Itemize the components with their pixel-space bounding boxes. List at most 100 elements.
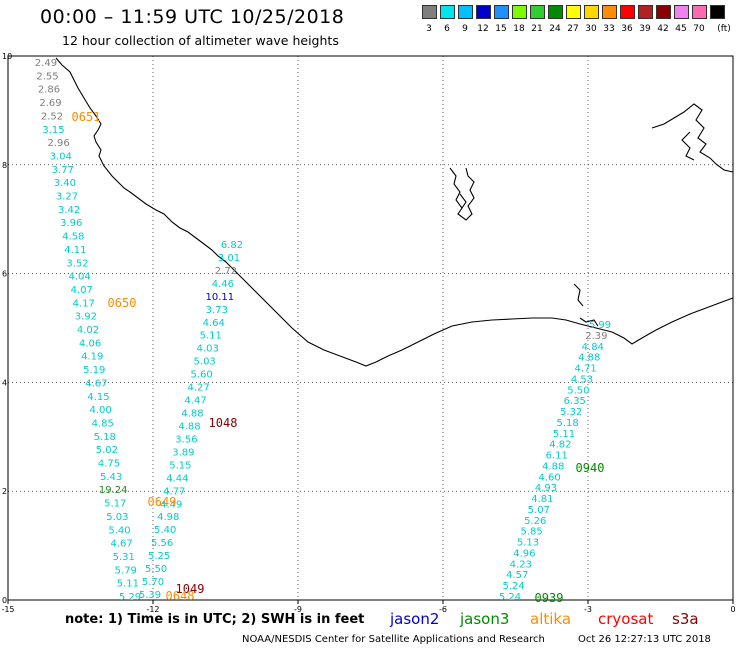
legend-swatch (530, 5, 545, 19)
wave-height-label: 19.24 (99, 485, 128, 496)
wave-height-label: 4.46 (212, 279, 234, 290)
wave-height-label: 2.69 (39, 98, 61, 109)
wave-height-label: 4.04 (68, 272, 90, 283)
wave-height-label: 6.82 (221, 240, 243, 251)
wave-height-label: 5.11 (553, 429, 575, 440)
satellite-legend-item: altika (530, 610, 572, 628)
generated-timestamp: Oct 26 12:27:13 UTC 2018 (578, 634, 711, 645)
pass-time-label: 1049 (176, 582, 205, 596)
lake-volta-inner (459, 193, 467, 209)
legend-label: 70 (693, 24, 705, 34)
wave-height-label: 5.02 (96, 445, 118, 456)
wave-height-label: 3.77 (52, 165, 74, 176)
legend-swatch (710, 5, 725, 19)
wave-height-label: 5.18 (94, 432, 116, 443)
y-tick-label: 4 (2, 378, 7, 387)
y-tick-label: 6 (2, 270, 7, 279)
legend-label: 21 (531, 24, 543, 34)
legend-label: 12 (477, 24, 489, 34)
legend-label: 6 (444, 24, 450, 34)
wave-height-label: 3.04 (50, 151, 72, 162)
wave-height-label: 4.11 (64, 245, 86, 256)
wave-height-label: 4.77 (163, 486, 185, 497)
wave-height-label: 4.00 (89, 405, 111, 416)
legend-swatch (638, 5, 653, 19)
legend-swatch (494, 5, 509, 19)
wave-height-label: 3.92 (75, 312, 97, 323)
x-tick-label: -12 (146, 605, 159, 614)
legend-label: 33 (603, 24, 615, 34)
legend-swatch (512, 5, 527, 19)
wave-height-label: 5.31 (113, 552, 135, 563)
wave-height-label: 4.67 (85, 378, 107, 389)
x-tick-label: 0 (730, 605, 735, 614)
wave-height-label: 3.52 (66, 258, 88, 269)
wave-height-label: 4.27 (187, 383, 209, 394)
legend-label: 18 (513, 24, 525, 34)
pass-time-label: 0651 (72, 110, 101, 124)
wave-height-label: 2.39 (585, 331, 607, 342)
wave-height-label: 4.47 (184, 396, 206, 407)
pass-time-label: 0648 (166, 589, 195, 603)
legend-label: 39 (639, 24, 651, 34)
wave-height-label: 5.26 (524, 516, 546, 527)
legend-label: 42 (657, 24, 669, 34)
wave-height-label: 4.88 (578, 353, 600, 364)
wave-height-label: 5.03 (194, 357, 216, 368)
wave-height-label: 4.71 (574, 364, 596, 375)
wave-height-label: 5.60 (190, 370, 212, 381)
wave-height-label: 5.29 (119, 592, 141, 603)
coastline (55, 57, 734, 367)
wave-height-label: 4.57 (506, 570, 528, 581)
credit-text: NOAA/NESDIS Center for Satellite Applica… (242, 634, 545, 645)
satellite-legend-item: s3a (672, 610, 699, 628)
satellite-legend-item: cryosat (598, 610, 654, 628)
wave-height-label: 5.25 (148, 551, 170, 562)
legend-swatch (620, 5, 635, 19)
wave-height-label: 4.17 (73, 298, 95, 309)
x-tick-label: -15 (1, 605, 14, 614)
pass-time-label: 0649 (148, 495, 177, 509)
pass-time-label: 0650 (108, 296, 137, 310)
map-title: 00:00 – 11:59 UTC 10/25/2018 (40, 6, 345, 28)
wave-height-label: 5.11 (200, 331, 222, 342)
wave-height-label: 5.40 (108, 525, 130, 536)
african-coastline (55, 57, 734, 367)
wave-height-label: 2.72 (215, 266, 237, 277)
legend-swatch (422, 5, 437, 19)
wave-height-label: 3.96 (60, 218, 82, 229)
wave-height-label: 4.81 (531, 494, 553, 505)
legend-label: 45 (675, 24, 687, 34)
satellite-legend-item: jason3 (460, 610, 510, 628)
wave-height-label: 5.70 (142, 577, 164, 588)
wave-height-label: 5.40 (154, 525, 176, 536)
pass-time-label: 0939 (535, 591, 564, 605)
axis-ticks: -15 -12 -9 -6 -3 0 0 2 4 6 8 10 (1, 52, 735, 614)
wave-height-label: 3.56 (175, 434, 197, 445)
x-tick-label: -6 (439, 605, 447, 614)
wave-height-label: 4.49 (160, 499, 182, 510)
wave-height-label: 4.75 (98, 459, 120, 470)
islands (579, 317, 599, 327)
note-text: note: 1) Time is in UTC; 2) SWH is in fe… (65, 612, 365, 627)
wave-height-label: 3.01 (218, 253, 240, 264)
wave-height-label: 5.32 (560, 407, 582, 418)
legend-swatch (548, 5, 563, 19)
wave-height-label: 5.15 (169, 460, 191, 471)
wave-height-label: 3.40 (54, 178, 76, 189)
wave-height-label: 4.88 (181, 409, 203, 420)
wave-height-label: 4.93 (535, 483, 557, 494)
wave-height-label: 2.55 (36, 71, 58, 82)
wave-height-label: 5.19 (83, 365, 105, 376)
wave-height-label: 4.85 (92, 418, 114, 429)
wave-height-label: 4.98 (157, 512, 179, 523)
satellite-legend-item: jason2 (390, 610, 440, 628)
wave-height-label: 4.88 (178, 421, 200, 432)
legend-swatch (656, 5, 671, 19)
wave-height-label: 2.86 (38, 85, 60, 96)
wave-height-label: 2.52 (41, 111, 63, 122)
wave-height-label: 5.79 (115, 565, 137, 576)
wave-height-label: 4.02 (77, 325, 99, 336)
